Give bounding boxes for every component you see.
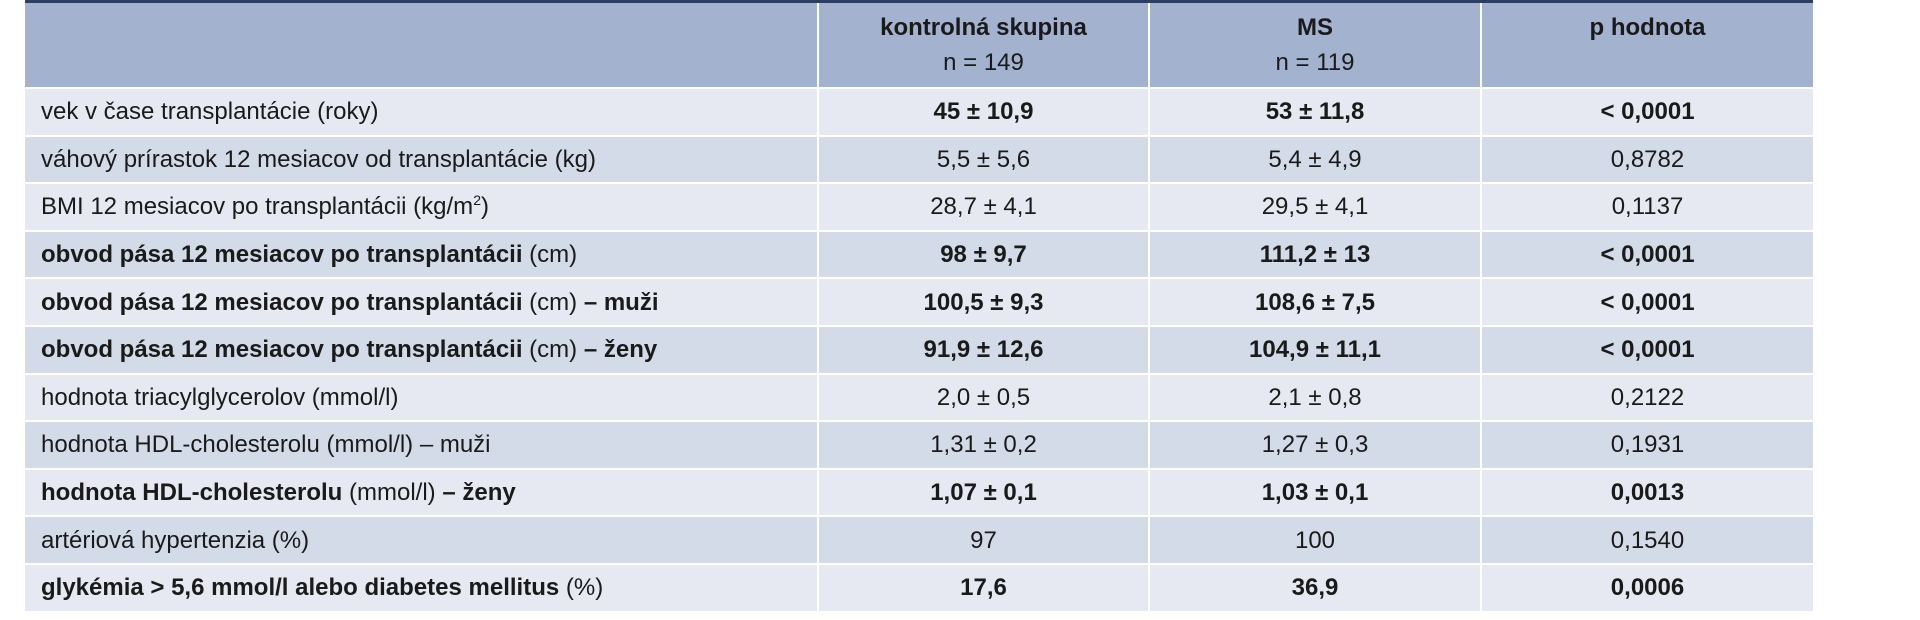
row-label-main: váhový prírastok 12 mesiacov od transpla… [41,145,596,173]
ms-value: 111,2 ± 13 [1149,229,1482,279]
row-label: hodnota HDL-cholesterolu (mmol/l) – muži [25,420,819,469]
row-label-main: obvod pása 12 mesiacov po transplantácii [41,336,523,364]
row-label-unit: (cm) [522,241,578,269]
ms-value: 2,1 ± 0,8 [1149,372,1482,422]
p-value: < 0,0001 [1481,229,1813,279]
control-group-value: 28,7 ± 4,1 [818,182,1150,231]
table-row: hodnota HDL-cholesterolu (mmol/l) – muži… [25,420,1813,469]
row-label-main: BMI 12 mesiacov po transplantácii (kg/m [41,193,474,221]
header-control-group: kontrolná skupina n = 149 [818,3,1150,88]
table-row: váhový prírastok 12 mesiacov od transpla… [25,134,1813,184]
ms-value: 53 ± 11,8 [1149,87,1482,136]
row-label-suffix: – ženy [577,336,658,364]
row-label-main: hodnota HDL-cholesterolu [41,479,343,507]
header-row: kontrolná skupina n = 149 MS n = 119 p h… [25,3,1813,88]
row-label: vek v čase transplantácie (roky) [25,87,819,136]
data-table-container: kontrolná skupina n = 149 MS n = 119 p h… [25,0,1813,611]
header-control-group-n: n = 149 [943,49,1024,76]
row-label: artériová hypertenzia (%) [25,515,819,564]
header-ms-n: n = 119 [1275,49,1355,76]
header-ms-group: MS n = 119 [1149,3,1482,88]
row-label-main: vek v čase transplantácie (roky) [41,98,379,126]
row-label-unit: (%) [559,574,604,602]
table-top-rule [25,0,1813,3]
row-label-suffix: – muži [577,288,659,316]
row-label-suffix: ) [480,193,489,221]
control-group-value: 98 ± 9,7 [818,229,1150,279]
row-label: váhový prírastok 12 mesiacov od transpla… [25,134,819,184]
row-label: BMI 12 mesiacov po transplantácii (kg/m2… [25,182,819,231]
header-control-group-title: kontrolná skupina [880,14,1087,41]
table-row: BMI 12 mesiacov po transplantácii (kg/m2… [25,182,1813,231]
ms-value: 1,27 ± 0,3 [1149,420,1482,469]
table-row: artériová hypertenzia (%) 97 100 0,1540 [25,515,1813,564]
header-p-value-title: p hodnota [1589,14,1706,41]
header-ms-title: MS [1297,14,1333,41]
table-row: hodnota triacylglycerolov (mmol/l) 2,0 ± … [25,372,1813,422]
ms-value: 100 [1149,515,1482,564]
control-group-value: 97 [818,515,1150,564]
row-label-main: artériová hypertenzia (%) [41,526,310,554]
table-row: glykémia > 5,6 mmol/l alebo diabetes mel… [25,562,1813,611]
p-value: 0,1931 [1481,420,1813,469]
ms-value: 36,9 [1149,562,1482,611]
p-value: 0,2122 [1481,372,1813,422]
control-group-value: 2,0 ± 0,5 [818,372,1150,422]
row-label-main: obvod pása 12 mesiacov po transplantácii [41,241,523,269]
table-row: obvod pása 12 mesiacov po transplantácii… [25,277,1813,326]
row-label: hodnota HDL-cholesterolu (mmol/l) – ženy [25,467,819,517]
ms-value: 29,5 ± 4,1 [1149,182,1482,231]
p-value: 0,0006 [1481,562,1813,611]
row-label: obvod pása 12 mesiacov po transplantácii… [25,324,819,374]
table-body: vek v čase transplantácie (roky) 45 ± 10,… [25,87,1813,611]
control-group-value: 1,07 ± 0,1 [818,467,1150,517]
row-label-main: obvod pása 12 mesiacov po transplantácii [41,288,523,316]
p-value: < 0,0001 [1481,324,1813,374]
row-label-unit: (cm) [522,336,578,364]
p-value: < 0,0001 [1481,277,1813,326]
ms-value: 104,9 ± 11,1 [1149,324,1482,374]
p-value: 0,8782 [1481,134,1813,184]
control-group-value: 100,5 ± 9,3 [818,277,1150,326]
control-group-value: 45 ± 10,9 [818,87,1150,136]
ms-value: 5,4 ± 4,9 [1149,134,1482,184]
row-label: hodnota triacylglycerolov (mmol/l) [25,372,819,422]
ms-value: 108,6 ± 7,5 [1149,277,1482,326]
row-label: glykémia > 5,6 mmol/l alebo diabetes mel… [25,562,819,611]
data-table: kontrolná skupina n = 149 MS n = 119 p h… [25,3,1813,611]
row-label-unit: (mmol/l) [342,479,436,507]
control-group-value: 5,5 ± 5,6 [818,134,1150,184]
row-label-unit: (cm) [522,288,578,316]
p-value: 0,1137 [1481,182,1813,231]
ms-value: 1,03 ± 0,1 [1149,467,1482,517]
control-group-value: 17,6 [818,562,1150,611]
header-p-value: p hodnota [1481,3,1813,88]
p-value: 0,0013 [1481,467,1813,517]
row-label-superscript: 2 [473,192,481,209]
p-value: < 0,0001 [1481,87,1813,136]
row-label-main: hodnota HDL-cholesterolu (mmol/l) – muži [41,431,491,459]
header-empty-cell [25,3,819,88]
p-value: 0,1540 [1481,515,1813,564]
table-row: obvod pása 12 mesiacov po transplantácii… [25,324,1813,374]
table-row: hodnota HDL-cholesterolu (mmol/l) – ženy… [25,467,1813,517]
row-label-main: glykémia > 5,6 mmol/l alebo diabetes mel… [41,574,560,602]
row-label: obvod pása 12 mesiacov po transplantácii… [25,277,819,326]
row-label-main: hodnota triacylglycerolov (mmol/l) [41,383,399,411]
control-group-value: 1,31 ± 0,2 [818,420,1150,469]
control-group-value: 91,9 ± 12,6 [818,324,1150,374]
table-row: vek v čase transplantácie (roky) 45 ± 10,… [25,87,1813,136]
row-label-suffix: – ženy [435,479,516,507]
row-label: obvod pása 12 mesiacov po transplantácii… [25,229,819,279]
table-row: obvod pása 12 mesiacov po transplantácii… [25,229,1813,279]
